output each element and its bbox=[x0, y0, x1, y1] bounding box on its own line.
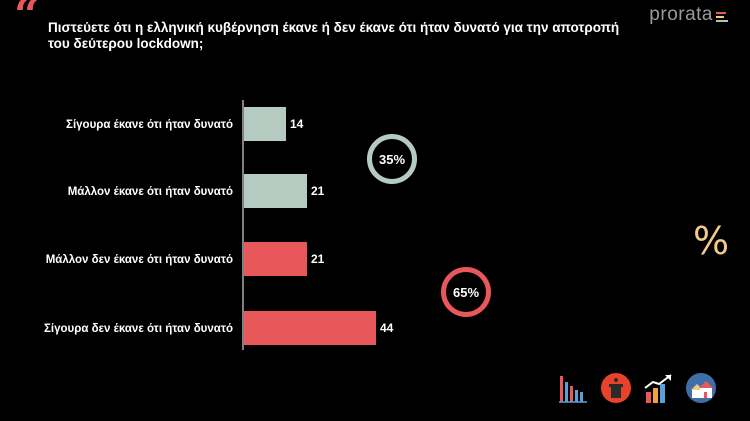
category-label: Σίγουρα δεν έκανε ότι ήταν δυνατό bbox=[44, 323, 233, 335]
press-podium-icon bbox=[601, 373, 631, 403]
houses-icon bbox=[686, 373, 716, 403]
value-label: 14 bbox=[290, 117, 304, 131]
growth-chart-icon bbox=[644, 374, 672, 403]
value-label: 21 bbox=[311, 184, 325, 198]
group-percent-badge-negative: 65% bbox=[441, 267, 491, 317]
prorata-logo: prorata bbox=[649, 4, 728, 26]
logo-bars-icon bbox=[716, 12, 728, 22]
category-label: Σίγουρα έκανε ότι ήταν δυνατό bbox=[66, 119, 233, 131]
value-label: 44 bbox=[380, 321, 394, 335]
value-label: 21 bbox=[311, 252, 325, 266]
bar bbox=[244, 242, 307, 276]
bar-chart-icon bbox=[559, 376, 587, 403]
question-title: Πιστεύετε ότι η ελληνική κυβέρνηση έκανε… bbox=[48, 20, 620, 51]
bar bbox=[244, 311, 376, 345]
category-label: Μάλλον δεν έκανε ότι ήταν δυνατό bbox=[46, 254, 233, 266]
group-percent-badge-positive: 35% bbox=[367, 134, 417, 184]
bar bbox=[244, 107, 286, 141]
percent-icon: % bbox=[693, 219, 730, 263]
logo-text: prorata bbox=[649, 4, 713, 25]
category-label: Μάλλον έκανε ότι ήταν δυνατό bbox=[68, 186, 233, 198]
quote-mark-icon: “ bbox=[14, 0, 40, 41]
bar bbox=[244, 174, 307, 208]
